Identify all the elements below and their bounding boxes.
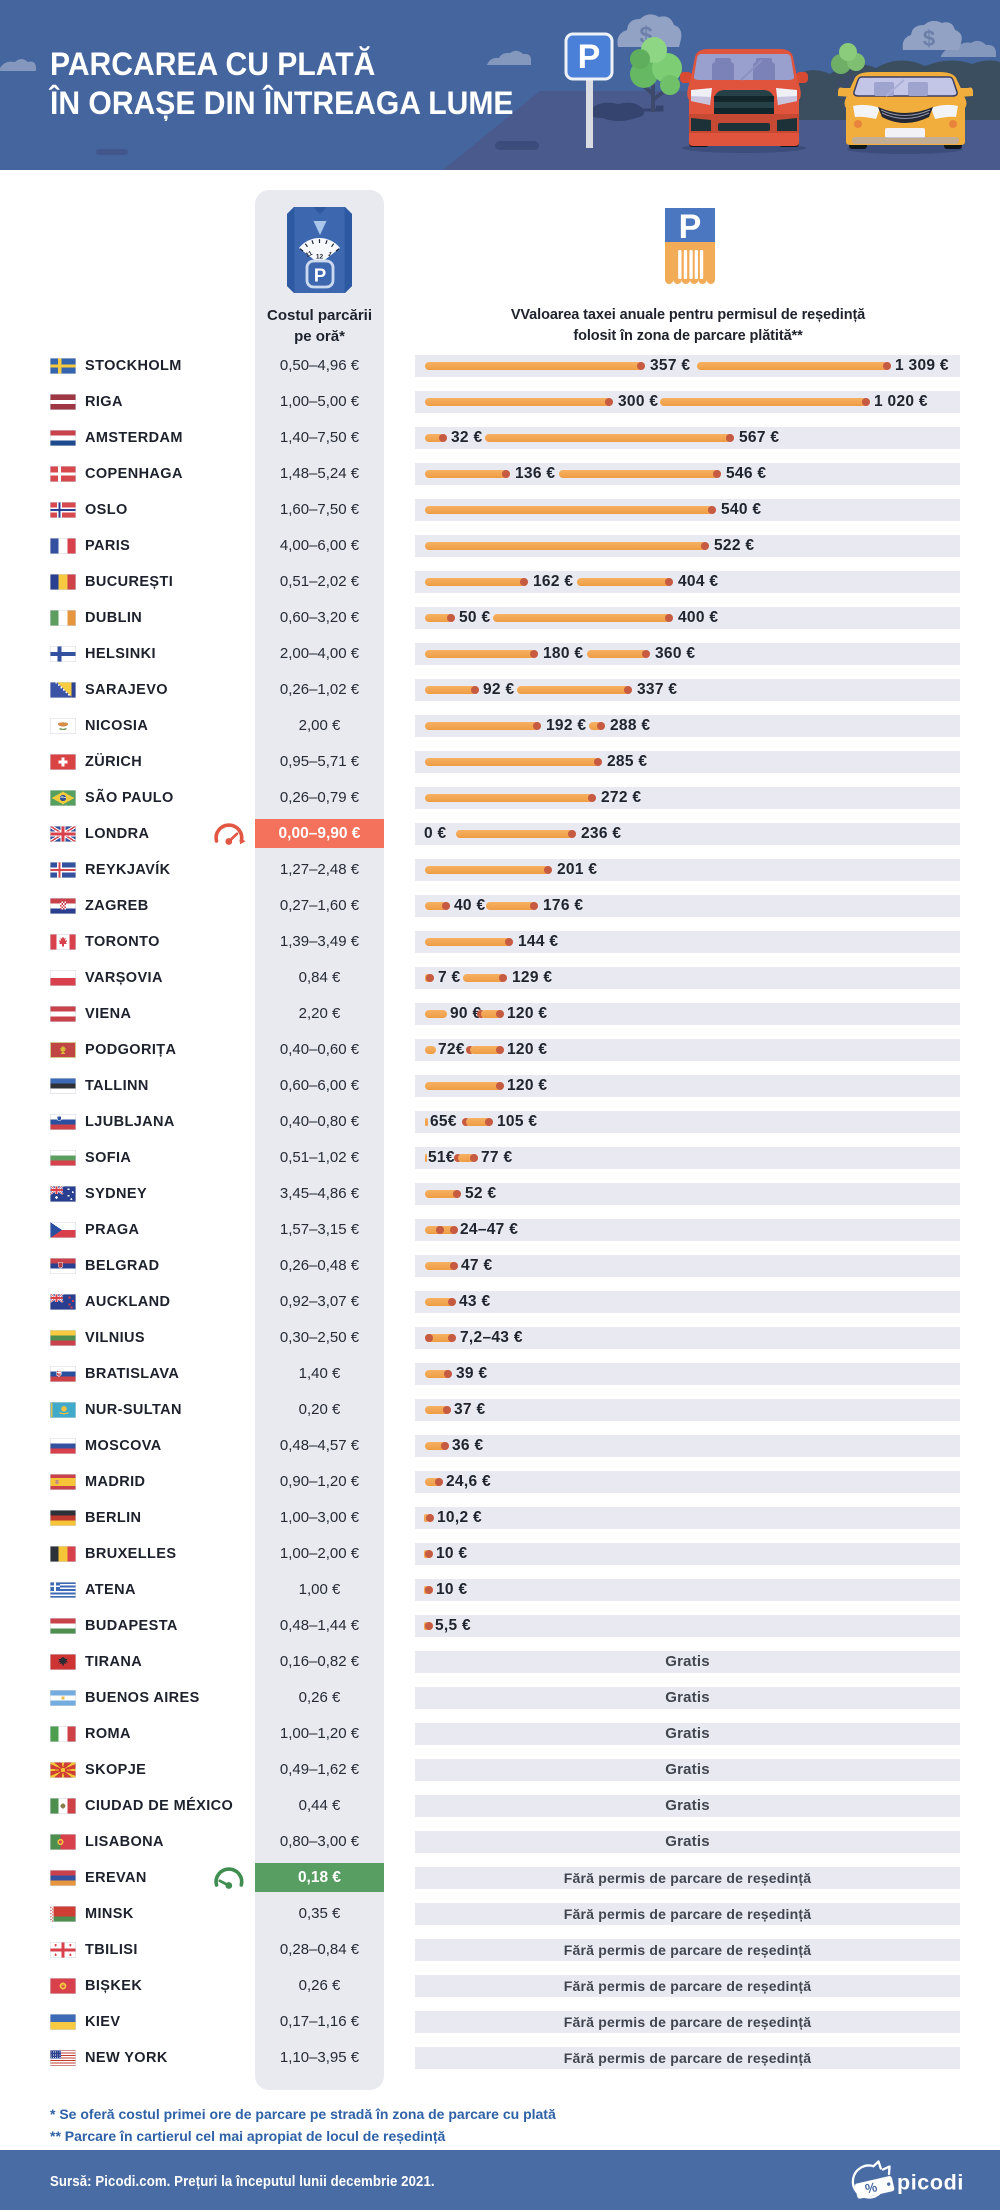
svg-text:11: 11 — [305, 250, 315, 260]
svg-text:%: % — [864, 2179, 879, 2196]
svg-text:P: P — [578, 38, 601, 76]
svg-text:1: 1 — [327, 251, 334, 259]
svg-text:P: P — [314, 265, 326, 286]
svg-text:$: $ — [923, 26, 935, 51]
svg-text:picodi: picodi — [897, 2171, 964, 2195]
svg-text:12: 12 — [316, 254, 324, 261]
svg-text:P: P — [679, 208, 702, 246]
